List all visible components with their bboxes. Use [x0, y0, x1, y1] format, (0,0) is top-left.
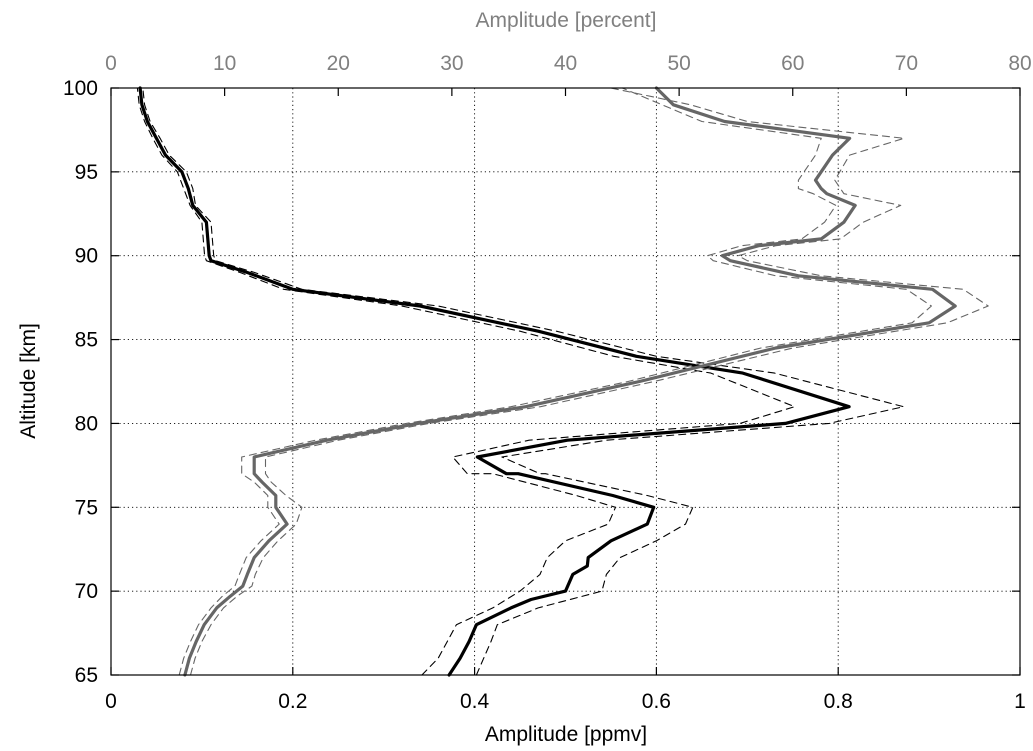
bottom-axis-tick-label: 0.2 — [278, 690, 307, 713]
top-axis-title: Amplitude [percent] — [476, 9, 657, 32]
bottom-axis-tick-label: 0.8 — [824, 690, 853, 713]
gray-solid-series-line-3 — [183, 86, 957, 677]
top-axis-tick-label: 20 — [327, 52, 350, 75]
left-axis-tick-label: 100 — [63, 77, 98, 100]
tick-labels: 0 0.2 0.4 0.6 0.8 10 10 20 30 40 50 60 70 80657075808… — [63, 52, 1032, 713]
top-axis-tick-label: 50 — [667, 52, 690, 75]
bottom-axis-title: Amplitude [ppmv] — [485, 723, 647, 746]
axis-ticks — [110, 87, 1021, 676]
top-axis-tick-label: 30 — [440, 52, 463, 75]
left-axis-tick-label: 95 — [75, 161, 98, 184]
left-axis-tick-label: 70 — [75, 580, 98, 603]
bottom-axis-tick-label: 0.4 — [460, 690, 490, 713]
top-axis-tick-label: 40 — [554, 52, 577, 75]
left-axis-tick-label: 80 — [75, 412, 98, 435]
top-axis-tick-label: 60 — [781, 52, 804, 75]
left-axis-title: Altitude [km] — [17, 323, 40, 439]
top-axis-tick-label: 10 — [213, 52, 236, 75]
bottom-axis-tick-label: 1 — [1014, 690, 1026, 713]
plot-frame — [110, 87, 1021, 676]
bottom-axis-tick-label: 0.6 — [642, 690, 671, 713]
black-dashed-series-line-2 — [142, 87, 905, 676]
bottom-axis-tick-label: 0 — [105, 690, 117, 713]
left-axis-tick-label: 85 — [75, 329, 98, 352]
black-dashed-series-line-1 — [136, 87, 796, 676]
left-axis-tick-label: 65 — [75, 664, 98, 687]
series-lines — [136, 86, 989, 677]
gray-dashed-series-line-5 — [189, 87, 989, 676]
top-axis-tick-label: 0 — [105, 52, 117, 75]
left-axis-tick-label: 75 — [75, 496, 98, 519]
black-solid-series-line-0 — [138, 86, 851, 677]
gray-dashed-series-line-4 — [178, 87, 932, 676]
left-axis-tick-label: 90 — [75, 245, 98, 268]
grid-lines — [111, 88, 1020, 675]
top-axis-tick-label: 80 — [1008, 52, 1031, 75]
top-axis-tick-label: 70 — [895, 52, 918, 75]
